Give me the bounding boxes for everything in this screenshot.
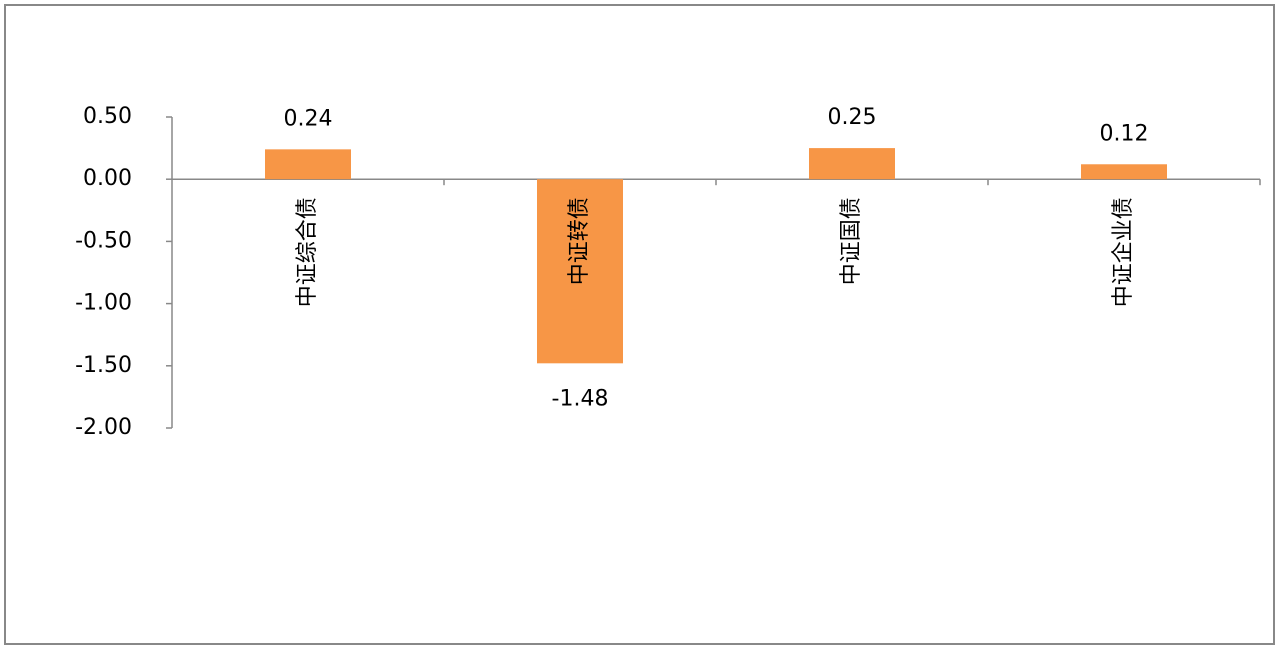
x-tick-label: 中证转债 bbox=[567, 197, 592, 285]
y-tick-label: 0.00 bbox=[83, 166, 132, 191]
data-label: 0.24 bbox=[284, 106, 333, 131]
bar bbox=[265, 149, 351, 180]
x-tick-label: 中证企业债 bbox=[1111, 197, 1136, 307]
x-tick-label: 中证综合债 bbox=[295, 197, 320, 307]
bar bbox=[537, 179, 623, 364]
data-label: -1.48 bbox=[552, 386, 609, 411]
y-tick-label: -1.00 bbox=[75, 291, 132, 316]
data-label: 0.12 bbox=[1100, 121, 1149, 146]
data-label: 0.25 bbox=[828, 105, 877, 130]
y-tick-label: -0.50 bbox=[75, 228, 132, 253]
x-tick-label: 中证国债 bbox=[839, 197, 864, 285]
bar bbox=[809, 148, 895, 180]
y-tick-label: -2.00 bbox=[75, 415, 132, 440]
y-tick-label: 0.50 bbox=[83, 104, 132, 129]
bar bbox=[1081, 164, 1167, 180]
y-tick-label: -1.50 bbox=[75, 353, 132, 378]
chart-frame bbox=[4, 4, 1275, 645]
